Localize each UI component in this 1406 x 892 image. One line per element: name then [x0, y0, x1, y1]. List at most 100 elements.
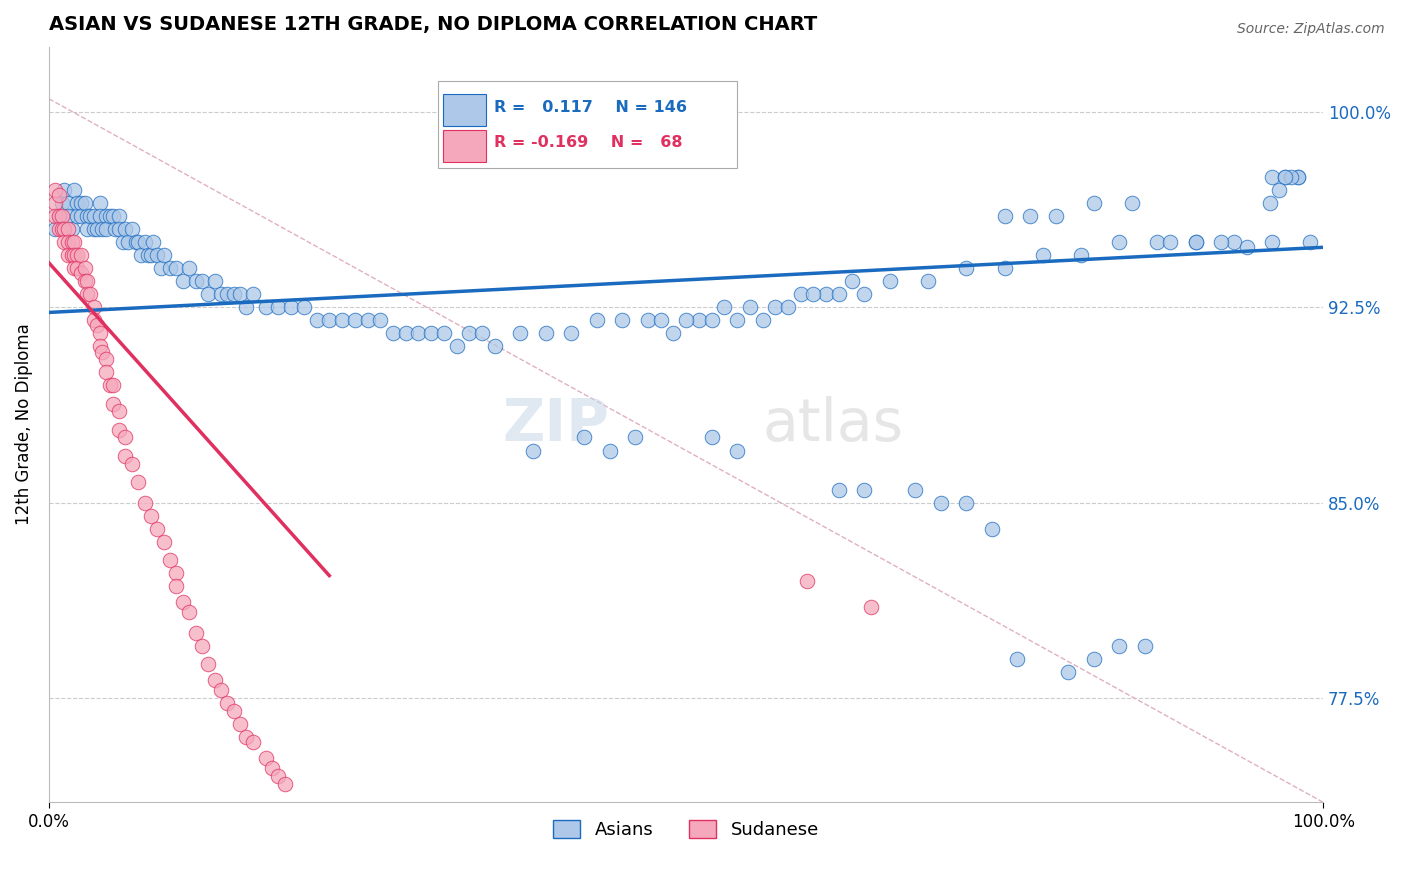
Point — [69, 196, 91, 211]
Point — [63, 183, 86, 197]
Point — [624, 430, 647, 444]
Point — [1274, 169, 1296, 184]
Text: atlas: atlas — [762, 396, 904, 453]
Point — [763, 300, 786, 314]
Point — [1019, 209, 1042, 223]
Point — [79, 287, 101, 301]
Point — [1121, 196, 1143, 211]
Point — [343, 313, 366, 327]
Point — [191, 274, 214, 288]
Point — [420, 326, 443, 341]
Point — [446, 339, 468, 353]
Point — [254, 751, 277, 765]
Point — [101, 378, 124, 392]
Point — [165, 579, 187, 593]
Point — [44, 209, 66, 223]
Point — [172, 274, 194, 288]
Point — [662, 326, 685, 341]
Point — [408, 326, 430, 341]
Point — [101, 396, 124, 410]
Point — [1146, 235, 1168, 249]
Point — [395, 326, 418, 341]
Point — [139, 248, 162, 262]
Point — [1083, 652, 1105, 666]
Point — [1083, 196, 1105, 211]
Point — [165, 261, 187, 276]
Point — [904, 483, 927, 497]
Point — [955, 261, 977, 276]
Point — [134, 495, 156, 509]
Point — [172, 594, 194, 608]
Point — [114, 222, 136, 236]
Point — [751, 313, 773, 327]
Point — [121, 457, 143, 471]
Point — [229, 287, 252, 301]
Point — [165, 566, 187, 580]
Point — [53, 222, 76, 236]
Point — [612, 313, 634, 327]
Point — [382, 326, 405, 341]
Point — [522, 443, 544, 458]
Point — [1108, 639, 1130, 653]
Text: R =   0.117    N = 146: R = 0.117 N = 146 — [494, 100, 686, 115]
Point — [104, 222, 127, 236]
Point — [114, 449, 136, 463]
Point — [222, 287, 245, 301]
Point — [146, 522, 169, 536]
Point — [1045, 209, 1067, 223]
Point — [184, 626, 207, 640]
Point — [134, 235, 156, 249]
Point — [1299, 235, 1322, 249]
Point — [124, 235, 146, 249]
Point — [267, 769, 290, 783]
Point — [44, 183, 66, 197]
Point — [63, 248, 86, 262]
Point — [1236, 240, 1258, 254]
Point — [637, 313, 659, 327]
Point — [114, 430, 136, 444]
Point — [152, 248, 174, 262]
Point — [1223, 235, 1246, 249]
Point — [127, 475, 149, 489]
Legend: Asians, Sudanese: Asians, Sudanese — [546, 813, 827, 847]
Point — [458, 326, 481, 341]
Point — [790, 287, 813, 301]
Point — [828, 287, 851, 301]
Point — [48, 222, 70, 236]
Point — [368, 313, 391, 327]
Point — [484, 339, 506, 353]
Point — [204, 274, 226, 288]
Text: R = -0.169    N =   68: R = -0.169 N = 68 — [494, 136, 682, 151]
Point — [79, 209, 101, 223]
Point — [560, 326, 582, 341]
Point — [76, 222, 98, 236]
Point — [260, 761, 283, 775]
Point — [815, 287, 838, 301]
Point — [1261, 235, 1284, 249]
Point — [242, 735, 264, 749]
Point — [209, 287, 232, 301]
Text: ZIP: ZIP — [503, 396, 610, 453]
Point — [56, 248, 79, 262]
Point — [184, 274, 207, 288]
Point — [217, 696, 239, 710]
Point — [83, 209, 105, 223]
Point — [121, 222, 143, 236]
Point — [56, 222, 79, 236]
Point — [917, 274, 939, 288]
Point — [108, 209, 131, 223]
Point — [267, 300, 290, 314]
Point — [44, 222, 66, 236]
Point — [675, 313, 697, 327]
Point — [98, 378, 121, 392]
FancyBboxPatch shape — [443, 95, 486, 126]
Point — [994, 261, 1017, 276]
Point — [292, 300, 315, 314]
Point — [146, 248, 169, 262]
Point — [1286, 169, 1309, 184]
Point — [129, 248, 152, 262]
Point — [66, 196, 89, 211]
Point — [222, 704, 245, 718]
Point — [73, 196, 96, 211]
FancyBboxPatch shape — [437, 80, 737, 168]
